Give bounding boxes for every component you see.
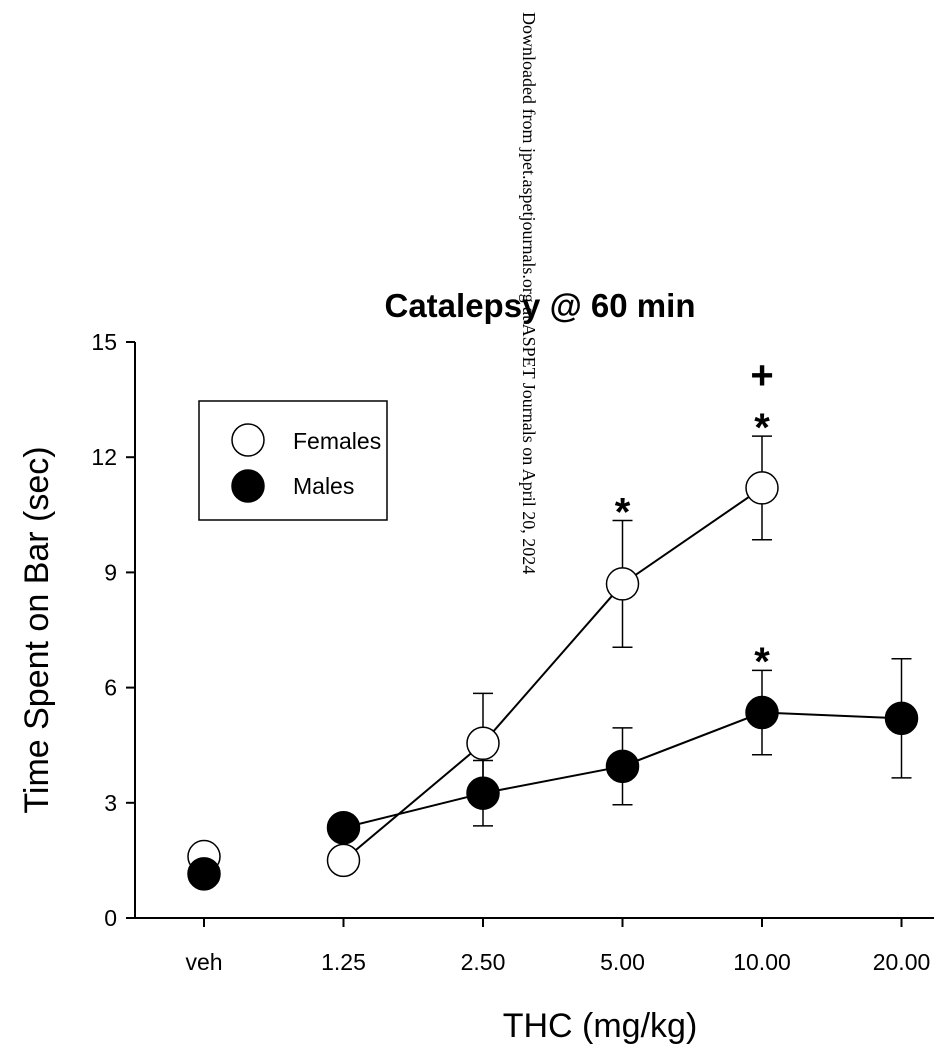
males-point xyxy=(187,857,221,891)
x-tick-label: 10.00 xyxy=(733,949,791,975)
download-watermark: Downloaded from jpet.aspetjournals.org a… xyxy=(519,12,539,574)
females-point xyxy=(605,567,640,601)
males-point xyxy=(326,811,361,845)
x-tick-label: 2.50 xyxy=(461,949,506,975)
legend-box xyxy=(198,400,388,521)
legend-females-label: Females xyxy=(293,428,381,454)
males-point xyxy=(605,749,640,784)
x-tick-label: veh xyxy=(185,949,222,975)
y-ticks: 0 3 6 9 12 15 xyxy=(91,329,135,931)
annotation-layer: * * + * xyxy=(615,354,774,684)
y-tick-label: 9 xyxy=(104,559,117,585)
females-line xyxy=(342,487,763,862)
x-tick-label: 20.00 xyxy=(873,949,931,975)
y-tick-label: 12 xyxy=(91,444,117,470)
y-tick-label: 15 xyxy=(91,329,117,355)
legend-males-label: Males xyxy=(293,473,354,499)
females-point xyxy=(326,843,361,878)
legend: Females Males xyxy=(198,400,388,521)
males-point xyxy=(884,701,919,736)
y-axis-label: Time Spent on Bar (sec) xyxy=(18,446,56,813)
x-axis-label: THC (mg/kg) xyxy=(503,1007,698,1045)
females-point xyxy=(466,726,500,761)
significance-asterisk: * xyxy=(754,406,770,450)
legend-females-marker xyxy=(231,423,265,457)
x-tick-label: 5.00 xyxy=(600,949,645,975)
females-point xyxy=(745,471,779,505)
x-ticks: veh 1.25 2.50 5.00 10.00 20.00 xyxy=(185,918,930,975)
significance-asterisk: * xyxy=(754,640,770,684)
series-males xyxy=(187,658,919,891)
series-layer xyxy=(187,435,919,891)
males-point xyxy=(466,776,500,810)
males-point xyxy=(745,695,779,730)
series-females xyxy=(187,435,779,878)
significance-plus: + xyxy=(750,354,773,398)
legend-males-marker xyxy=(231,469,265,503)
significance-asterisk: * xyxy=(615,490,631,534)
chart-title: Catalepsy @ 60 min xyxy=(385,287,696,324)
axes xyxy=(134,342,934,919)
y-tick-label: 3 xyxy=(104,790,117,816)
y-tick-label: 0 xyxy=(104,905,117,931)
x-tick-label: 1.25 xyxy=(321,949,366,975)
y-tick-label: 6 xyxy=(104,675,117,701)
